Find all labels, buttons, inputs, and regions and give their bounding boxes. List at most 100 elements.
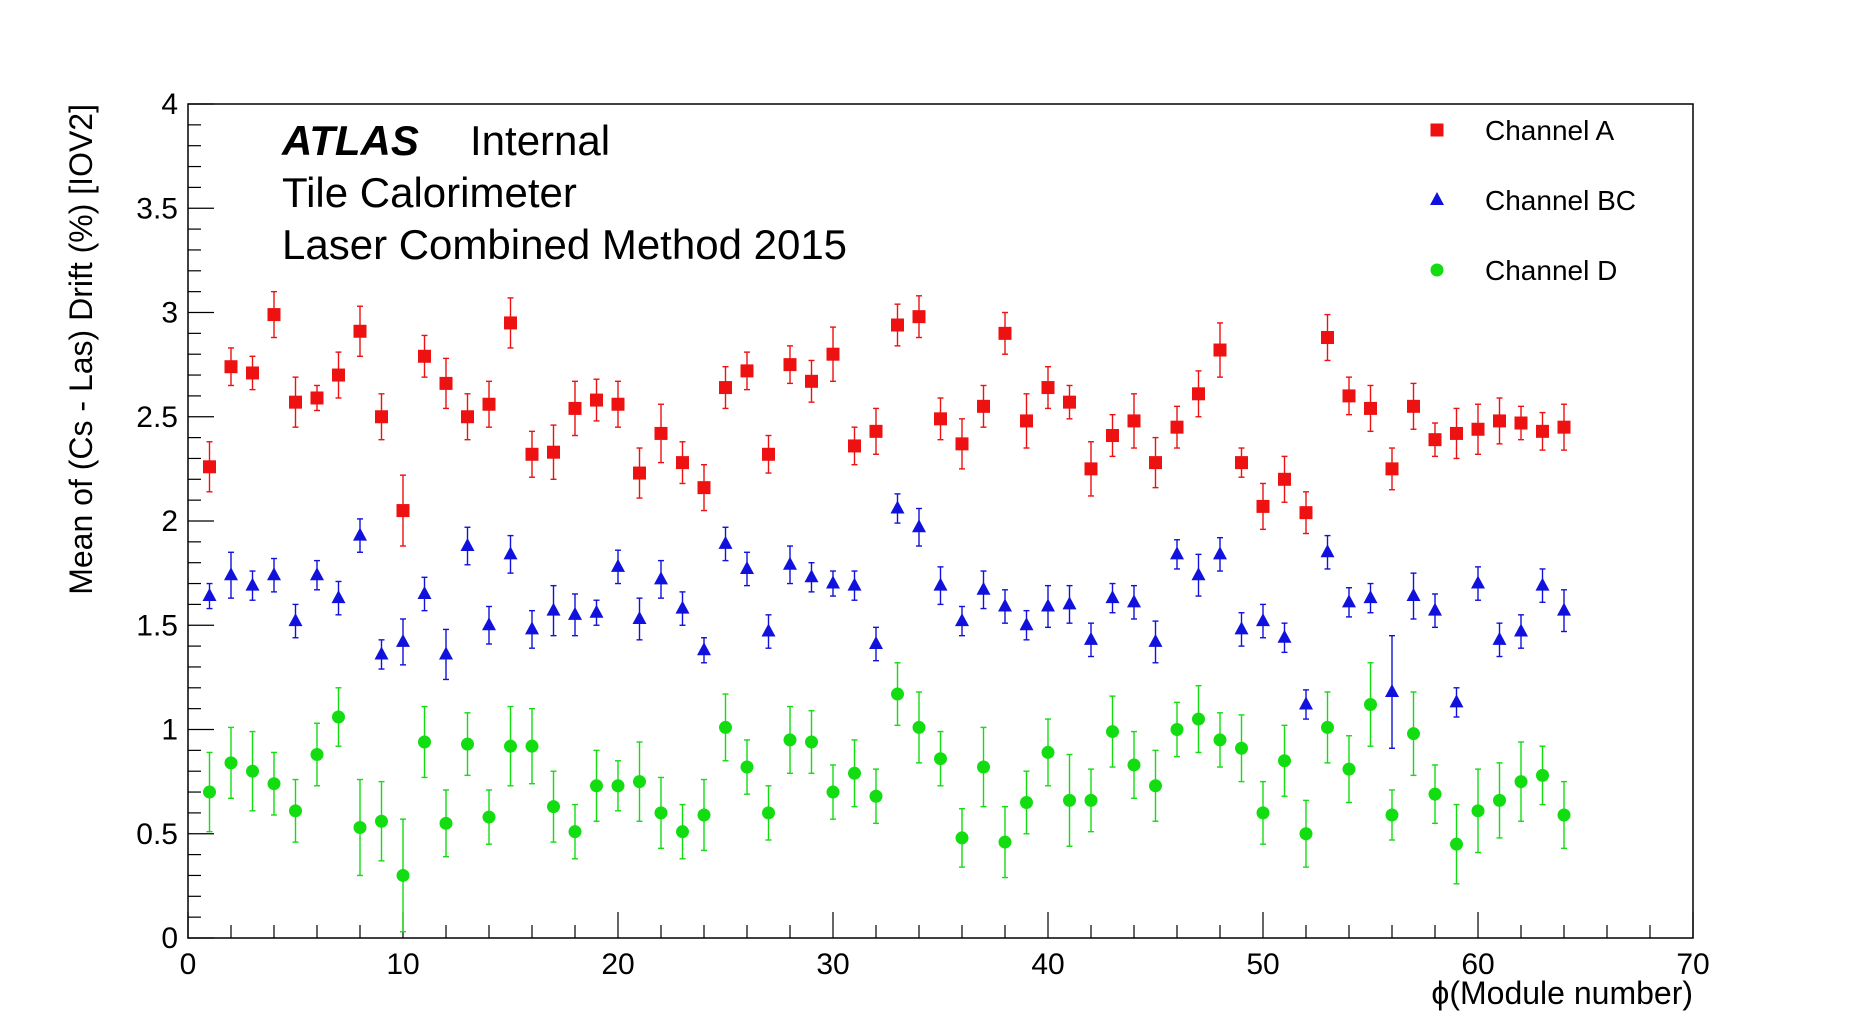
- data-point: [1536, 424, 1549, 438]
- data-point: [1019, 617, 1034, 631]
- x-tick-label: 60: [1461, 948, 1494, 981]
- y-tick-label: 2.5: [136, 401, 178, 434]
- legend: Channel A Channel BC Channel D: [1430, 115, 1636, 286]
- data-point: [1256, 806, 1270, 820]
- data-point: [1256, 613, 1270, 627]
- y-tick-label: 1: [161, 714, 178, 747]
- data-point: [482, 810, 496, 824]
- data-point: [1321, 720, 1334, 734]
- data-point: [224, 756, 238, 770]
- data-point: [1406, 588, 1421, 602]
- data-point: [396, 504, 410, 518]
- data-point: [374, 646, 389, 660]
- data-point: [396, 868, 410, 882]
- data-point: [1471, 422, 1485, 436]
- data-point: [267, 777, 281, 791]
- data-point: [1041, 598, 1055, 612]
- data-point: [804, 569, 819, 583]
- data-point: [1514, 623, 1528, 637]
- data-point: [1299, 827, 1313, 841]
- data-point: [998, 598, 1012, 612]
- legend-label: Channel BC: [1485, 185, 1636, 216]
- data-point: [977, 399, 990, 413]
- data-point: [1170, 546, 1184, 560]
- data-point: [202, 588, 217, 602]
- data-point: [783, 358, 797, 372]
- data-point: [331, 590, 346, 604]
- data-point: [1428, 433, 1442, 447]
- y-tick-label: 1.5: [136, 609, 178, 642]
- data-point: [740, 760, 754, 774]
- data-point: [998, 835, 1012, 849]
- data-point: [525, 739, 539, 753]
- data-point: [353, 820, 367, 834]
- data-point: [375, 814, 388, 828]
- data-point: [396, 633, 410, 647]
- data-point: [224, 360, 238, 374]
- data-point: [310, 748, 324, 762]
- data-point: [611, 779, 625, 793]
- data-point: [1106, 725, 1119, 739]
- x-axis-title: ϕ(Module number): [1431, 975, 1693, 1011]
- data-point: [1321, 331, 1334, 345]
- data-point: [482, 617, 496, 631]
- y-tick-label: 0.5: [136, 818, 178, 851]
- data-point: [783, 733, 797, 747]
- data-point: [1105, 590, 1120, 604]
- legend-marker: [1430, 192, 1444, 205]
- data-point: [1407, 727, 1420, 741]
- data-point: [1235, 741, 1248, 755]
- data-point: [288, 613, 303, 627]
- data-point: [1385, 462, 1399, 476]
- data-point: [1450, 837, 1463, 851]
- data-point: [719, 720, 732, 734]
- data-point: [1299, 506, 1313, 520]
- data-point: [460, 538, 475, 552]
- data-point: [891, 687, 904, 701]
- data-point: [310, 567, 324, 581]
- data-point: [633, 466, 646, 480]
- data-point: [1450, 426, 1463, 440]
- data-point: [1191, 567, 1206, 581]
- data-point: [611, 558, 625, 572]
- series-channel-a: [203, 290, 1571, 547]
- data-point: [912, 720, 926, 734]
- x-axis: 0 10 20 30 40 50 60 70: [180, 912, 1710, 981]
- data-point: [869, 424, 883, 438]
- data-point: [547, 445, 560, 459]
- data-point: [1363, 590, 1378, 604]
- data-point: [1557, 602, 1571, 616]
- data-point: [1493, 793, 1506, 807]
- data-point: [1364, 697, 1377, 711]
- data-point: [1299, 696, 1313, 710]
- data-point: [934, 752, 947, 766]
- data-point: [1084, 631, 1098, 645]
- data-point: [761, 623, 776, 637]
- data-point: [847, 577, 862, 591]
- data-point: [504, 316, 517, 330]
- data-point: [1364, 401, 1377, 415]
- data-point: [1492, 631, 1507, 645]
- legend-label: Channel D: [1485, 255, 1617, 286]
- data-point: [1449, 694, 1464, 708]
- data-point: [289, 395, 302, 409]
- data-point: [1062, 596, 1077, 610]
- data-point: [224, 567, 238, 581]
- series-channel-d: [203, 662, 1571, 933]
- data-point: [848, 766, 861, 780]
- data-point: [590, 393, 603, 407]
- x-tick-label: 20: [601, 948, 634, 981]
- annotation-subsystem: Tile Calorimeter: [282, 169, 577, 216]
- data-point: [654, 426, 668, 440]
- data-point: [1127, 414, 1141, 428]
- data-point: [332, 710, 345, 724]
- data-point: [697, 808, 711, 822]
- data-point: [1535, 577, 1550, 591]
- data-point: [611, 397, 625, 411]
- data-point: [805, 735, 818, 749]
- y-tick-label: 4: [161, 88, 178, 121]
- data-point: [439, 646, 453, 660]
- data-point: [375, 410, 388, 424]
- data-point: [289, 804, 302, 818]
- data-point: [1149, 779, 1162, 793]
